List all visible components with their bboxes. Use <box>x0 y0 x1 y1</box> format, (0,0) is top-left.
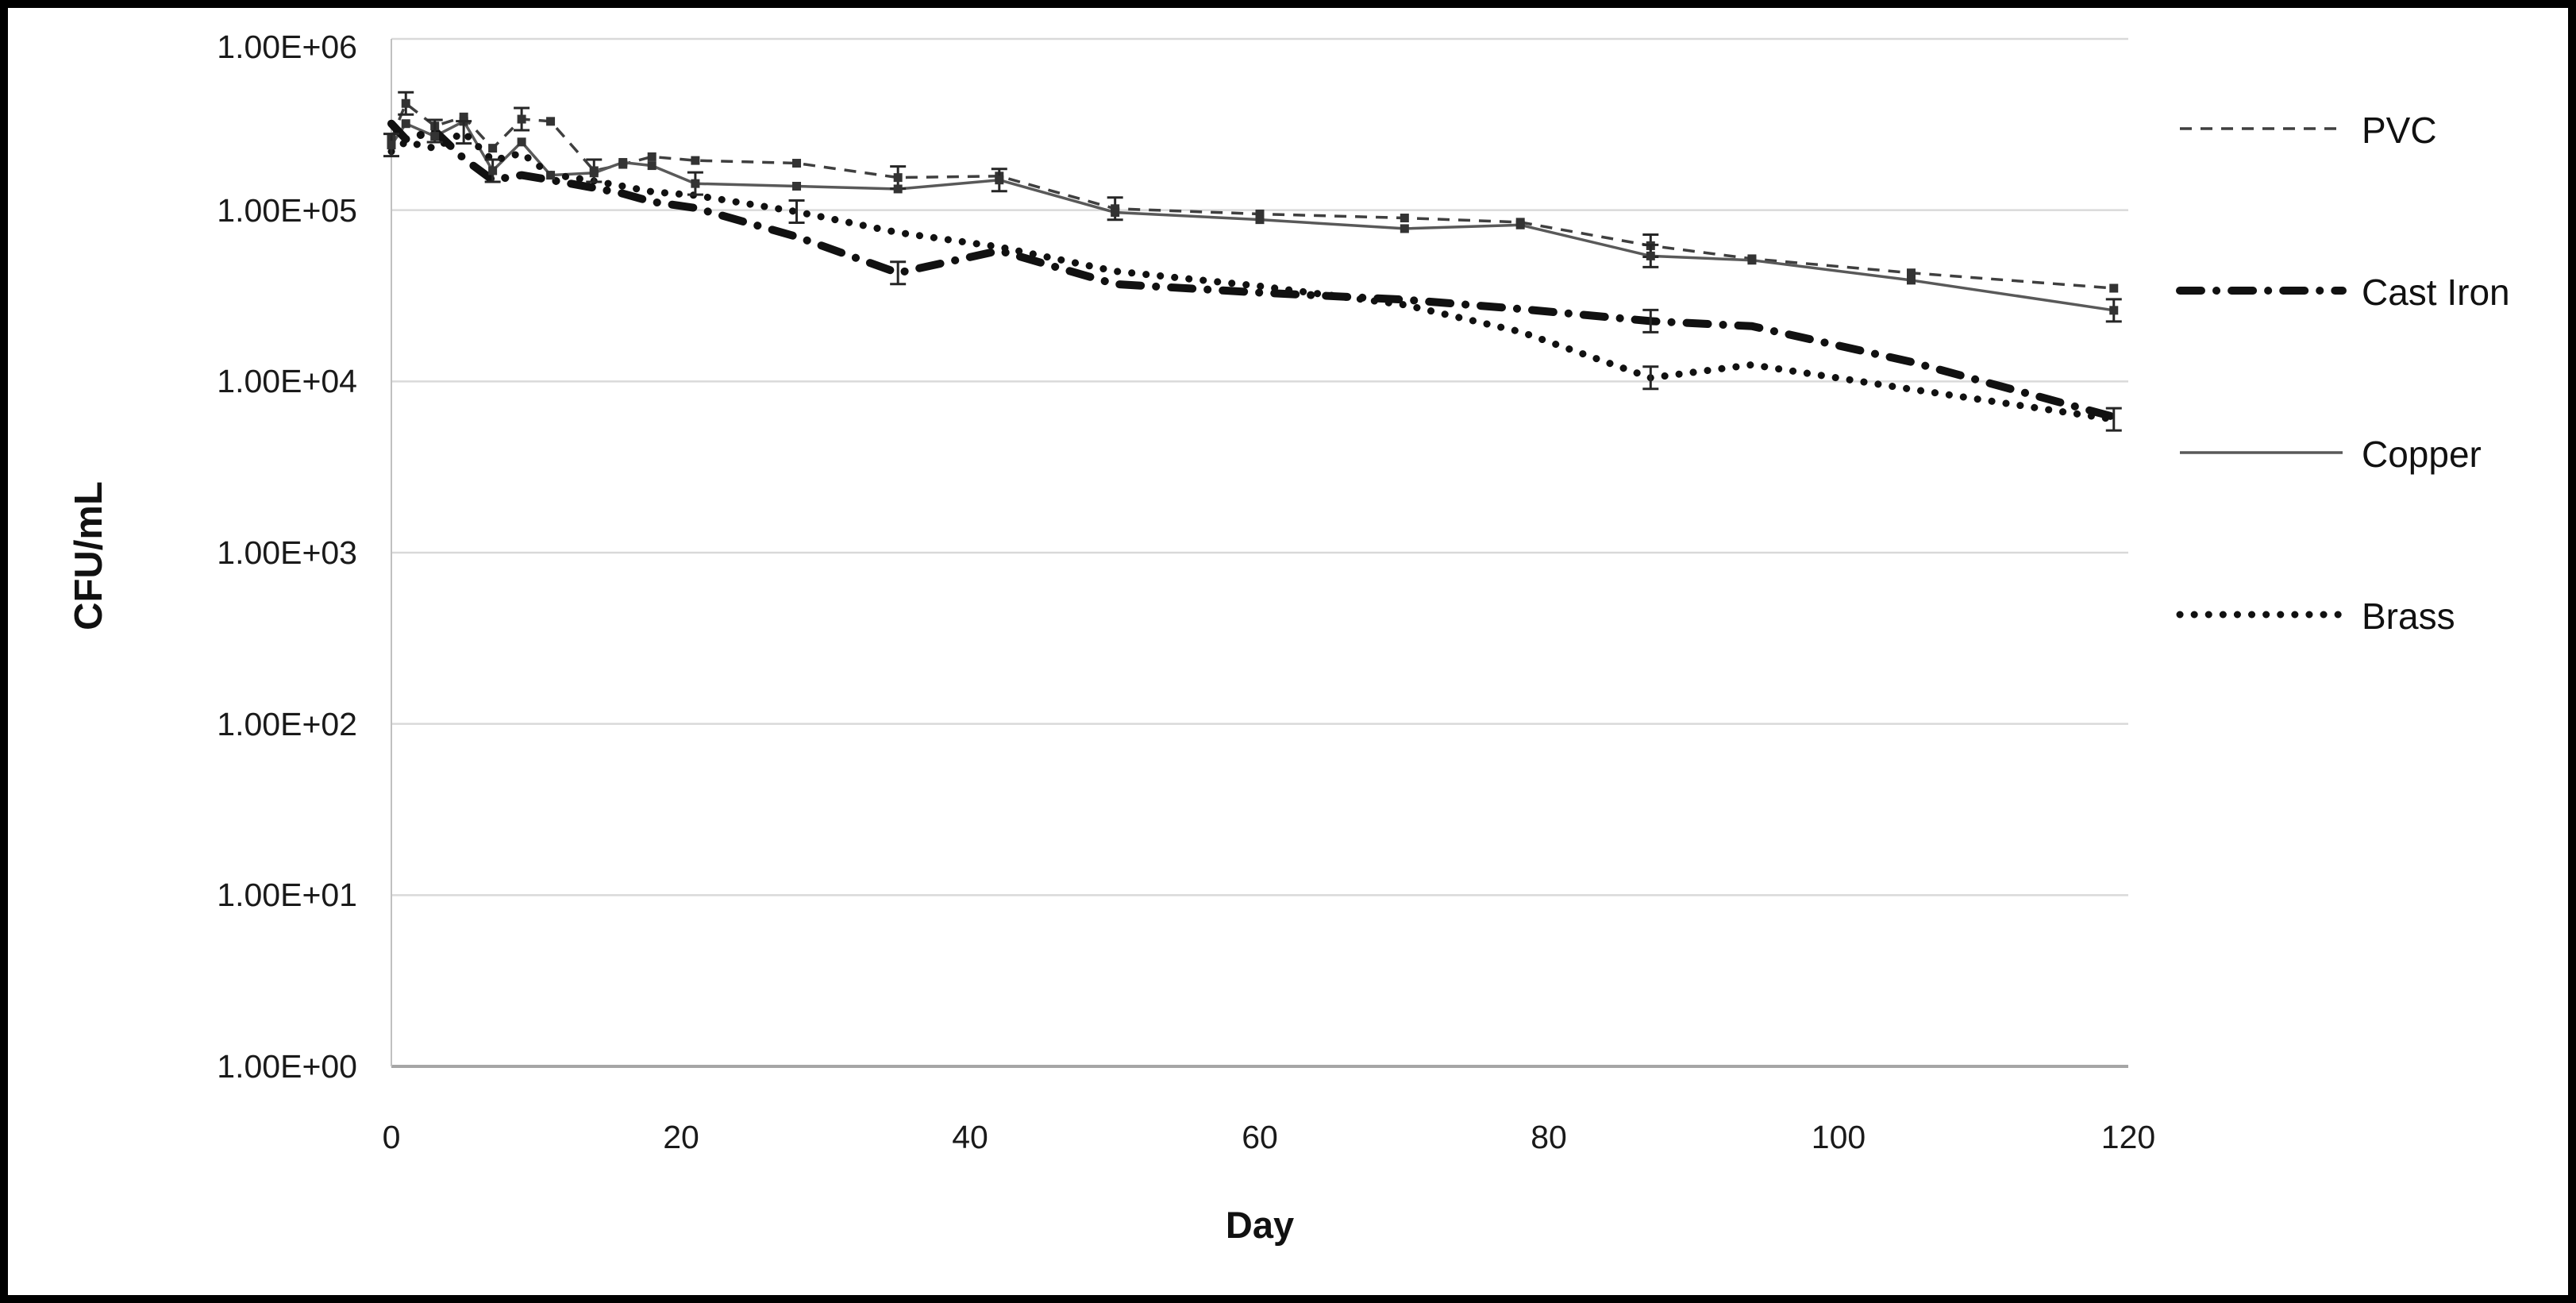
y-tick-label: 1.00E+01 <box>217 877 357 913</box>
x-tick-label: 60 <box>1242 1119 1278 1155</box>
legend-label-pvc: PVC <box>2362 110 2437 151</box>
x-tick-label: 40 <box>952 1119 988 1155</box>
x-tick-label: 0 <box>382 1119 401 1155</box>
legend-label-brass: Brass <box>2362 596 2455 637</box>
y-tick-label: 1.00E+04 <box>217 363 357 399</box>
y-tick-label: 1.00E+05 <box>217 192 357 229</box>
y-tick-label: 1.00E+03 <box>217 534 357 571</box>
x-tick-label: 120 <box>2100 1119 2156 1155</box>
x-tick-label: 20 <box>663 1119 699 1155</box>
x-tick-label: 80 <box>1531 1119 1567 1155</box>
y-tick-label: 1.00E+02 <box>217 706 357 742</box>
x-tick-label: 100 <box>1811 1119 1866 1155</box>
x-axis-title: Day <box>1225 1204 1295 1246</box>
legend-label-copper: Copper <box>2362 434 2482 475</box>
y-axis-title: CFU/mL <box>67 481 110 630</box>
y-tick-label: 1.00E+00 <box>217 1048 357 1085</box>
y-tick-label: 1.00E+06 <box>217 29 357 65</box>
chart-canvas <box>383 37 2347 1068</box>
legend-label-cast-iron: Cast Iron <box>2362 272 2510 313</box>
